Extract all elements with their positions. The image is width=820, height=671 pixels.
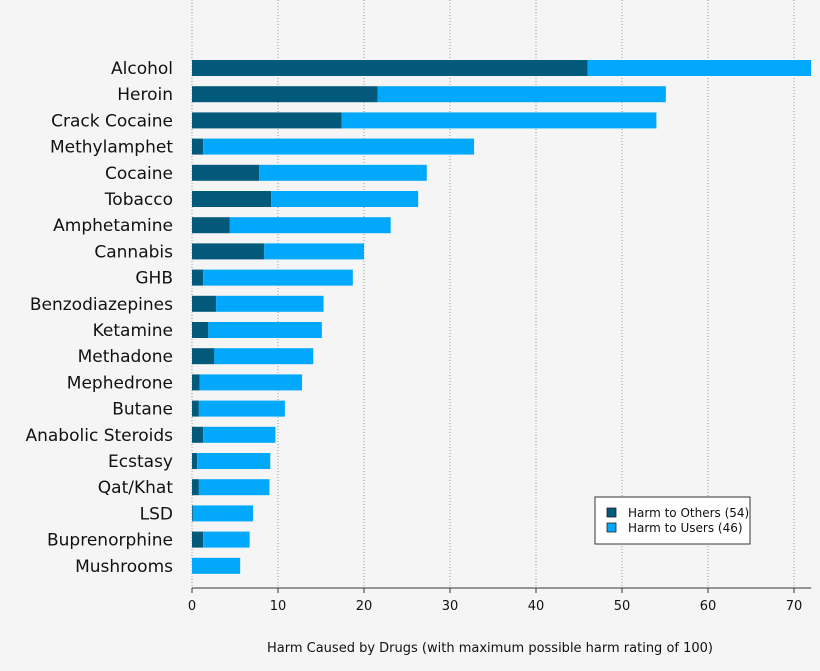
x-tick-label: 20 (356, 599, 373, 614)
bar-harm-to-others (192, 295, 217, 312)
bar-harm-to-others (192, 86, 378, 103)
bar-harm-to-others (192, 269, 204, 286)
bar-harm-to-others (192, 426, 204, 443)
bar-harm-to-users (192, 557, 241, 574)
bar-harm-to-users (198, 400, 285, 417)
legend-swatch-others (606, 507, 617, 518)
bar-harm-to-others (192, 531, 204, 548)
bar-harm-to-users (214, 348, 314, 365)
bar-harm-to-others (192, 479, 199, 496)
bar-harm-to-others (192, 243, 265, 260)
bar-harm-to-users (203, 426, 276, 443)
bar-harm-to-others (192, 191, 272, 207)
bar-harm-to-users (259, 164, 427, 181)
x-tick-label: 0 (188, 599, 196, 614)
bar-harm-to-users (264, 243, 364, 260)
category-label: Mephedrone (67, 373, 173, 393)
bar-harm-to-users (203, 138, 475, 155)
bar-harm-to-others (192, 138, 204, 155)
category-label: Cocaine (105, 164, 173, 184)
bar-harm-to-users (208, 322, 322, 338)
category-label: Heroin (117, 85, 173, 105)
bar-harm-to-users (377, 86, 666, 103)
bar-harm-to-others (192, 505, 193, 522)
bar-harm-to-users (271, 191, 419, 207)
legend: Harm to Others (54) Harm to Users (46) (594, 496, 751, 545)
category-label: Benzodiazepines (30, 295, 173, 315)
legend-label-others: Harm to Others (54) (628, 506, 749, 520)
legend-swatch-users (606, 522, 617, 533)
category-label: Methadone (78, 347, 173, 367)
x-tick-label: 30 (442, 599, 459, 614)
x-tick-label: 50 (614, 599, 631, 614)
bar-harm-to-others (192, 322, 209, 338)
category-label: Butane (112, 400, 173, 420)
bar-harm-to-others (192, 60, 588, 76)
x-tick-label: 60 (700, 599, 717, 614)
category-label: Crack Cocaine (51, 111, 173, 131)
bar-harm-to-others (192, 453, 198, 469)
x-tick-label: 40 (528, 599, 545, 614)
bar-harm-to-users (199, 374, 303, 391)
bar-harm-to-users (198, 479, 270, 496)
bar-harm-to-others (192, 374, 200, 391)
category-label: Amphetamine (53, 216, 173, 236)
bar-harm-to-users (587, 60, 812, 76)
bar-harm-to-users (203, 531, 250, 548)
category-label: Qat/Khat (98, 478, 174, 498)
category-label: Anabolic Steroids (25, 426, 173, 446)
x-tick-label: 10 (270, 599, 287, 614)
bar-harm-to-users (197, 453, 271, 469)
bar-harm-to-users (229, 217, 391, 234)
bar-harm-to-others (192, 400, 199, 417)
category-label: Ketamine (93, 321, 173, 341)
category-label: Tobacco (104, 190, 173, 210)
category-label: Methylamphet (50, 138, 173, 158)
bar-harm-to-others (192, 112, 342, 129)
bar-harm-to-users (203, 269, 353, 286)
legend-label-users: Harm to Users (46) (628, 521, 743, 535)
category-label: Cannabis (94, 242, 173, 262)
x-axis-label: Harm Caused by Drugs (with maximum possi… (267, 641, 713, 656)
category-label: Buprenorphine (47, 531, 173, 551)
category-label: Mushrooms (75, 557, 173, 577)
x-tick-label: 70 (786, 599, 803, 614)
bar-harm-to-users (341, 112, 657, 129)
category-label: Ecstasy (108, 452, 173, 472)
category-label: GHB (135, 269, 173, 289)
bar-harm-to-others (192, 164, 260, 181)
category-label: Alcohol (111, 59, 173, 79)
bar-harm-to-others (192, 217, 230, 234)
bar-harm-to-users (216, 295, 324, 312)
bar-harm-to-others (192, 348, 215, 365)
category-label: LSD (140, 504, 173, 524)
bar-harm-to-users (192, 505, 254, 522)
